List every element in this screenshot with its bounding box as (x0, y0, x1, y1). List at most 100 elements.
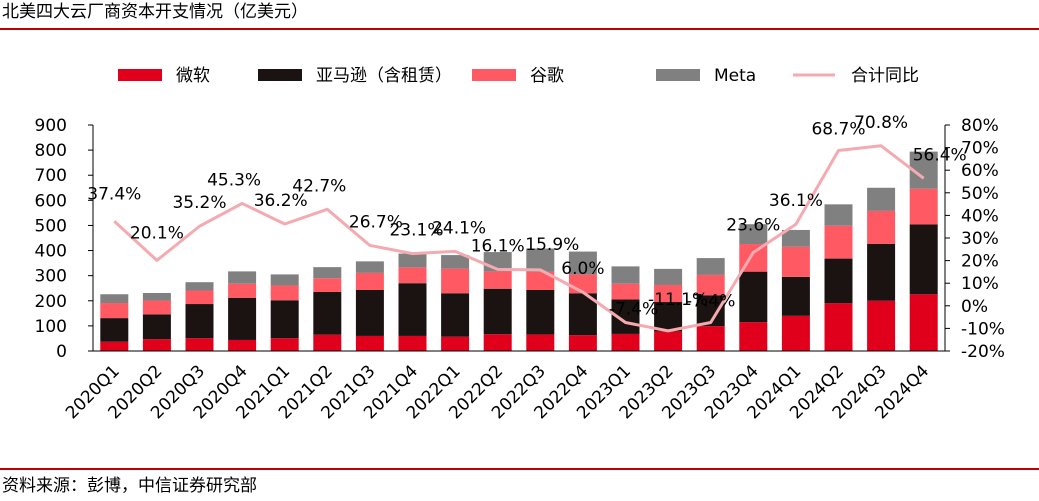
growth-label: 23.1% (389, 221, 443, 241)
growth-label: 56.4% (913, 145, 967, 165)
source-note: 资料来源：彭博，中信证券研究部 (2, 476, 257, 496)
bar-segment-microsoft (228, 339, 257, 351)
growth-labels: 37.4% 20.1% 35.2% 45.3%36.2%42.7%26.7%23.1%… (87, 113, 966, 320)
bar-segment-google (355, 272, 384, 290)
bar-segment-microsoft (526, 334, 555, 351)
bar-segment-meta (654, 268, 683, 285)
growth-label: 15.9% (525, 235, 579, 255)
bar-segment-google (441, 268, 470, 294)
bar-segment-meta (568, 251, 597, 275)
y-axis-right: -20% -10%0% 10%20% 30% 40%50% 60%70% 80% (944, 116, 1005, 362)
y-axis-left: 0 100 200 300 400 500 600 700 800 900 (35, 116, 94, 362)
bar-segment-meta (270, 274, 299, 286)
bar-segment-google (398, 267, 427, 284)
bar-segment-microsoft (483, 334, 512, 351)
growth-label: 68.7% (811, 120, 865, 140)
bar-segment-microsoft (441, 336, 470, 351)
bar-segment-google (100, 303, 129, 319)
bar-segment-microsoft (398, 335, 427, 351)
bar-segment-amazon (483, 288, 512, 335)
bar-segment-microsoft (313, 334, 342, 351)
bar-segment-microsoft (654, 331, 683, 351)
bar-segment-meta (739, 224, 768, 245)
bottom-divider (0, 468, 1039, 470)
bar-segment-google (526, 271, 555, 290)
bar-segment-amazon (654, 302, 683, 332)
y-tick-left-label: 500 (35, 216, 67, 236)
growth-line-path (113, 144, 925, 333)
y-tick-left-label: 400 (35, 242, 67, 262)
bar-segment-meta (696, 258, 725, 275)
legend: 微软 亚马逊（含租赁） 谷歌 Meta 合计同比 (118, 66, 919, 86)
bar-segment-meta (441, 255, 470, 269)
bar-segment-amazon (739, 271, 768, 323)
bar-segment-google (483, 271, 512, 289)
growth-label: -7.4% (609, 300, 658, 320)
bar-segment-google (228, 283, 257, 298)
bar-segment-amazon (824, 258, 853, 304)
y-tick-left-label: 100 (35, 317, 67, 337)
y-tick-right-label: 10% (961, 274, 999, 294)
bar-segment-meta (185, 282, 214, 291)
y-tick-right-label: 30% (961, 229, 999, 249)
bar-segment-amazon (909, 224, 938, 295)
growth-label: 36.2% (254, 191, 308, 211)
bar-segment-amazon (398, 283, 427, 336)
growth-line (113, 144, 925, 333)
bar-segment-microsoft (781, 315, 810, 351)
bar-segment-meta (313, 267, 342, 279)
growth-label: 6.0% (561, 259, 604, 279)
bar-segment-meta (867, 187, 896, 211)
bar-segment-amazon (185, 304, 214, 339)
y-tick-right-label: 20% (961, 252, 999, 272)
y-tick-right-label: 50% (961, 184, 999, 204)
bar-segment-meta (355, 261, 384, 273)
legend-label-google: 谷歌 (530, 66, 564, 86)
y-tick-left-label: 600 (35, 191, 67, 211)
bar-segment-amazon (100, 318, 129, 342)
bar-segment-microsoft (909, 294, 938, 351)
bar-segment-microsoft (824, 303, 853, 351)
bar-segment-google (867, 210, 896, 244)
legend-label-meta: Meta (714, 66, 756, 86)
y-tick-right-label: -20% (961, 342, 1005, 362)
legend-swatch-google (472, 69, 516, 81)
bars (100, 151, 938, 351)
bar-segment-microsoft (611, 333, 640, 351)
bar-segment-meta (398, 253, 427, 268)
y-tick-left-label: 900 (35, 116, 67, 136)
bar-segment-microsoft (696, 326, 725, 351)
growth-label: 16.1% (471, 236, 525, 256)
growth-label: -7.4% (686, 292, 735, 312)
bar-segment-microsoft (142, 339, 171, 351)
growth-label: 36.1% (769, 191, 823, 211)
bar-segment-google (185, 290, 214, 305)
y-tick-left-label: 0 (56, 342, 67, 362)
growth-label: 35.2% (172, 193, 226, 213)
bar-segment-microsoft (739, 322, 768, 351)
legend-label-microsoft: 微软 (176, 66, 210, 86)
y-tick-left-label: 700 (35, 166, 67, 186)
bar-segment-google (781, 246, 810, 277)
bar-segment-meta (228, 271, 257, 284)
bar-segment-microsoft (867, 300, 896, 351)
bar-segment-microsoft (270, 338, 299, 351)
legend-label-growth: 合计同比 (851, 66, 919, 86)
legend-swatch-microsoft (118, 69, 162, 81)
bar-segment-amazon (313, 291, 342, 335)
y-tick-right-label: 40% (961, 206, 999, 226)
top-divider (0, 28, 1039, 30)
bar-segment-amazon (355, 289, 384, 336)
bar-segment-meta (100, 294, 129, 304)
growth-label: 24.1% (432, 218, 486, 238)
growth-label: 37.4% (87, 184, 141, 204)
growth-label: 26.7% (349, 212, 403, 232)
y-tick-left-label: 300 (35, 267, 67, 287)
y-tick-right-label: 70% (961, 139, 999, 159)
bar-segment-meta (781, 229, 810, 247)
growth-label: 42.7% (292, 176, 346, 196)
bar-segment-google (654, 284, 683, 303)
legend-swatch-amazon (258, 69, 302, 81)
bar-segment-amazon (867, 243, 896, 301)
bar-segment-amazon (526, 289, 555, 335)
